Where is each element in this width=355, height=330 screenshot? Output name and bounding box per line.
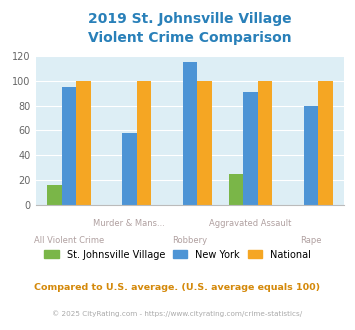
Bar — [258, 81, 272, 205]
Text: Murder & Mans...: Murder & Mans... — [93, 219, 165, 228]
Bar — [47, 185, 61, 205]
Bar — [318, 81, 333, 205]
Text: Compared to U.S. average. (U.S. average equals 100): Compared to U.S. average. (U.S. average … — [34, 282, 321, 292]
Bar — [304, 106, 318, 205]
Bar — [61, 87, 76, 205]
Bar — [197, 81, 212, 205]
Bar — [243, 92, 258, 205]
Bar — [137, 81, 151, 205]
Bar — [76, 81, 91, 205]
Text: Rape: Rape — [300, 236, 322, 245]
Text: © 2025 CityRating.com - https://www.cityrating.com/crime-statistics/: © 2025 CityRating.com - https://www.city… — [53, 310, 302, 317]
Legend: St. Johnsville Village, New York, National: St. Johnsville Village, New York, Nation… — [40, 246, 315, 264]
Bar — [229, 174, 243, 205]
Bar — [183, 62, 197, 205]
Text: Robbery: Robbery — [173, 236, 207, 245]
Bar — [122, 133, 137, 205]
Text: 2019 St. Johnsville Village
Violent Crime Comparison: 2019 St. Johnsville Village Violent Crim… — [88, 12, 292, 45]
Text: All Violent Crime: All Violent Crime — [34, 236, 104, 245]
Text: Aggravated Assault: Aggravated Assault — [209, 219, 292, 228]
